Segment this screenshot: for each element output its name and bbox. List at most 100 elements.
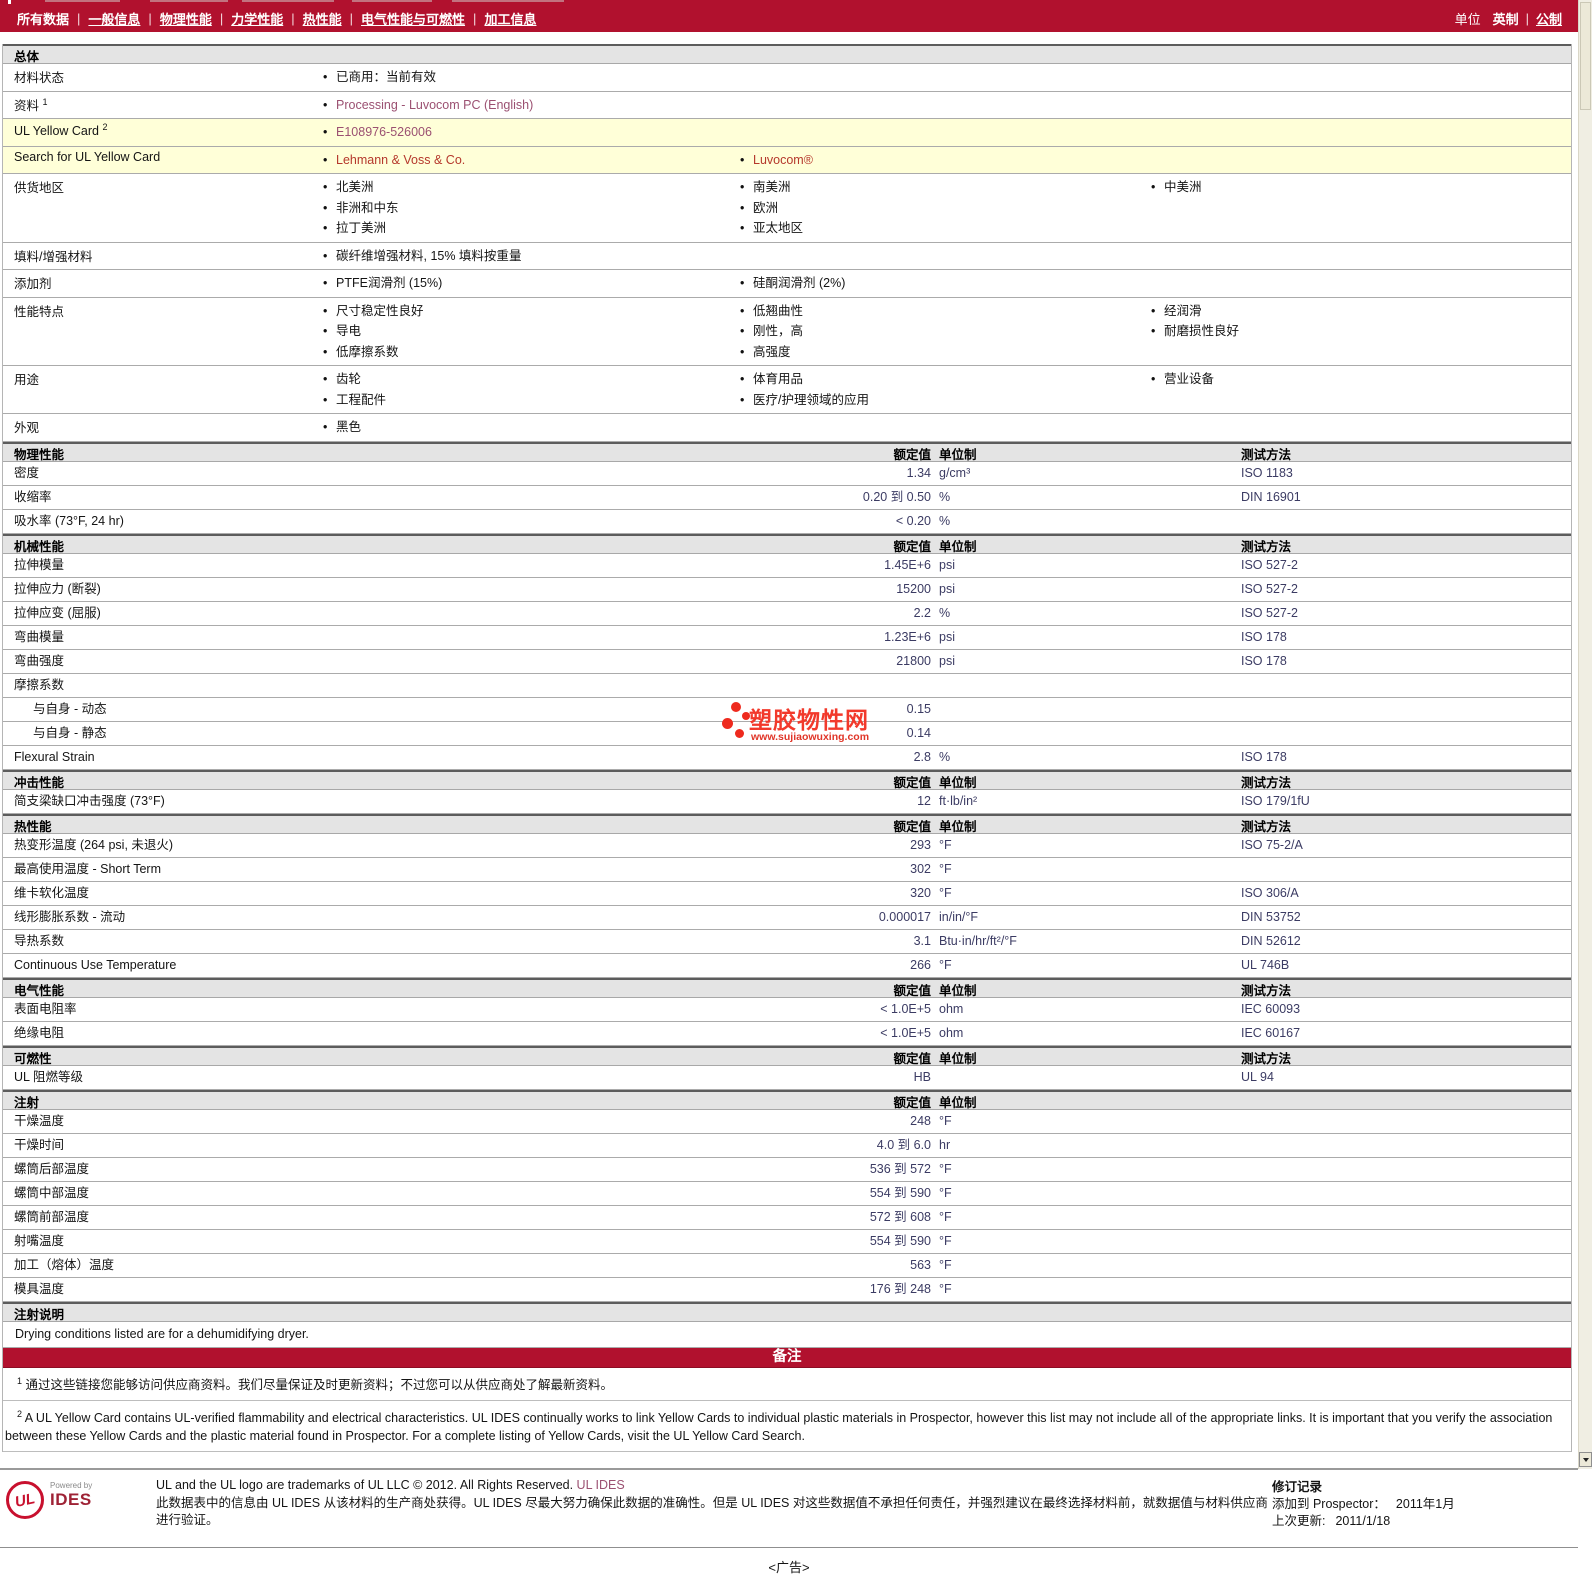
vertical-scrollbar[interactable]: [1578, 0, 1592, 1469]
nav-tab-6[interactable]: 加工信息: [484, 11, 537, 27]
table-row: 弯曲强度 21800 psi ISO 178: [3, 649, 1571, 674]
datasheet-table: 总体 材料状态 • 已商用：当前有效 资料 1 • Processing - Luvocom…: [2, 44, 1572, 1453]
table-row: 模具温度 176 到 248 °F: [3, 1277, 1571, 1302]
table-row: 性能特点 • 尺寸稳定性良好 • 导电 • 低摩擦系数 • 低翘曲性 • 刚性，高 • 高强度 • 经润滑 •…: [3, 297, 1571, 366]
nav-tab-1[interactable]: 一般信息: [88, 11, 141, 27]
table-row: 密度 1.34 g/cm³ ISO 1183: [3, 461, 1571, 486]
list-item: • 欧洲: [738, 198, 1149, 219]
bullet-column: • 黑色: [321, 417, 738, 438]
link[interactable]: Processing - Luvocom PC (English): [336, 97, 534, 112]
row-value: 4.0 到 6.0: [876, 1137, 931, 1152]
list-item: • 体育用品: [738, 369, 1149, 390]
row-value: 1.45E+6: [884, 557, 931, 572]
list-item: • Lehmann & Voss & Co.: [321, 150, 738, 171]
tab-ghost: [45, 0, 120, 2]
list-item-label: 营业设备: [1164, 372, 1215, 386]
row-label: Continuous Use Temperature: [14, 957, 177, 972]
row-unit: psi: [939, 581, 955, 596]
footnote-1: 1 通过这些链接您能够访问供应商资料。我们尽量保证及时更新资料；不过您可以从供应…: [3, 1368, 1571, 1402]
row-unit: g/cm³: [939, 465, 971, 480]
nav-tab-3[interactable]: 力学性能: [231, 11, 284, 27]
scrollbar-down-button[interactable]: [1579, 1452, 1592, 1467]
section-header: 物理性能 额定值 单位制 测试方法: [3, 441, 1571, 462]
data-table: 总体 材料状态 • 已商用：当前有效 资料 1 • Processing - Luvocom…: [3, 44, 1571, 1348]
row-value: 15200: [896, 581, 931, 596]
ul-logo-icon: UL: [6, 1481, 44, 1520]
row-unit: psi: [939, 557, 955, 572]
row-test-method: [1233, 1113, 1571, 1130]
bullet-icon: •: [740, 152, 745, 167]
revision-added-label: 添加到 Prospector：: [1272, 1497, 1386, 1512]
arrow-down-icon: [1582, 1457, 1589, 1462]
section-header: 冲击性能 额定值 单位制 测试方法: [3, 769, 1571, 790]
table-row: 拉伸应力 (断裂) 15200 psi ISO 527-2: [3, 577, 1571, 602]
list-item: • 亚太地区: [738, 218, 1149, 239]
units-option-1[interactable]: 公制: [1535, 11, 1562, 27]
column-header-rated-value: 额定值: [893, 447, 931, 462]
bullet-column: [1149, 273, 1571, 294]
nav-tab-4[interactable]: 热性能: [302, 11, 342, 27]
link[interactable]: E108976-526006: [336, 125, 432, 139]
row-test-method: [1233, 1257, 1571, 1274]
row-label: 密度: [14, 465, 40, 480]
row-label: 填料/增强材料: [14, 249, 93, 264]
table-row: Search for UL Yellow Card • Lehmann & Voss…: [3, 146, 1571, 174]
row-label: 用途: [14, 373, 40, 387]
bullet-icon: •: [1151, 372, 1156, 386]
ul-logo-text: UL: [13, 1489, 37, 1511]
row-test-method: ISO 75-2/A: [1241, 837, 1303, 852]
row-test-method: DIN 53752: [1241, 909, 1301, 924]
table-row: 射嘴温度 554 到 590 °F: [3, 1229, 1571, 1254]
link[interactable]: Luvocom®: [753, 152, 813, 167]
table-row: 螺筒前部温度 572 到 608 °F: [3, 1205, 1571, 1230]
table-row: 表面电阻率 < 1.0E+5 ohm IEC 60093: [3, 997, 1571, 1022]
nav-tab-0[interactable]: 所有数据: [17, 11, 70, 27]
table-row: 螺筒中部温度 554 到 590 °F: [3, 1181, 1571, 1206]
column-header-test-method: 测试方法: [1241, 819, 1292, 834]
row-unit: psi: [939, 629, 955, 644]
column-header-test-method: 测试方法: [1241, 1051, 1292, 1066]
table-row: 螺筒后部温度 536 到 572 °F: [3, 1157, 1571, 1182]
list-item-label: 低翘曲性: [753, 303, 804, 318]
tab-ghost: [452, 0, 564, 2]
list-item: • 南美洲: [738, 177, 1149, 198]
table-row: Drying conditions listed are for a dehum…: [3, 1321, 1571, 1348]
row-value: [613, 677, 931, 694]
table-row: UL 阻燃等级 HB UL 94: [3, 1065, 1571, 1090]
bullet-column: [738, 417, 1149, 438]
section-header: 机械性能 额定值 单位制 测试方法: [3, 533, 1571, 554]
row-label: 简支梁缺口冲击强度 (73°F): [14, 793, 165, 808]
section-title: 注射说明: [14, 1307, 65, 1322]
nav-tab-5[interactable]: 电气性能与可燃性: [361, 11, 466, 27]
nav-tab-2[interactable]: 物理性能: [159, 11, 212, 27]
list-item-label: 黑色: [336, 420, 362, 434]
row-value: 536 到 572: [869, 1161, 931, 1176]
row-test-method: [1233, 701, 1571, 718]
nav-separator: |: [473, 10, 477, 26]
revision-title: 修订记录: [1272, 1480, 1323, 1495]
list-item: • Luvocom®: [738, 150, 1149, 171]
section-header: 注射 额定值 单位制: [3, 1089, 1571, 1110]
row-unit: psi: [939, 653, 955, 668]
list-item: • 齿轮: [321, 369, 738, 390]
footnotes: 1 通过这些链接您能够访问供应商资料。我们尽量保证及时更新资料；不过您可以从供应…: [3, 1368, 1571, 1453]
scrollbar-thumb[interactable]: [1580, 2, 1591, 110]
ul-ides-link[interactable]: UL IDES: [576, 1478, 625, 1493]
list-item: • 碳纤维增强材料, 15% 填料按重量: [321, 246, 738, 267]
row-test-method: [1233, 1209, 1571, 1226]
revision-added: 添加到 Prospector： 2011年1月: [1272, 1496, 1572, 1513]
row-label: 导热系数: [14, 933, 65, 948]
row-label: 供货地区: [14, 181, 65, 195]
row-value: 3.1: [913, 933, 931, 948]
link[interactable]: Lehmann & Voss & Co.: [336, 152, 466, 167]
list-item: • 非洲和中东: [321, 198, 738, 219]
list-item-label: PTFE润滑剂 (15%): [336, 276, 443, 290]
row-test-method: [1233, 1233, 1571, 1250]
row-value: 302: [910, 861, 931, 876]
row-unit: [931, 677, 1233, 694]
bullet-icon: •: [740, 221, 745, 235]
revision-record: 修订记录 添加到 Prospector： 2011年1月 上次更新: 2011/1/…: [1272, 1477, 1572, 1530]
row-label: 摩擦系数: [14, 677, 65, 692]
bullet-column: • 体育用品 • 医疗/护理领域的应用: [738, 369, 1149, 410]
row-unit: [931, 1069, 1233, 1086]
